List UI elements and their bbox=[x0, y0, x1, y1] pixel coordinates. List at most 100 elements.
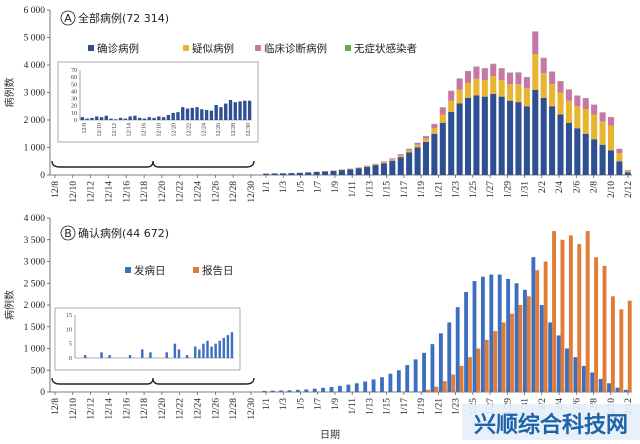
inset-frame bbox=[54, 307, 241, 371]
bar bbox=[506, 278, 511, 392]
inset-bar bbox=[226, 335, 230, 358]
bar-segment bbox=[263, 173, 270, 175]
bar-segment bbox=[549, 106, 556, 175]
inset-frame bbox=[57, 61, 259, 143]
bar bbox=[518, 305, 523, 392]
x-tick-label: 2/8 bbox=[590, 398, 600, 410]
x-tick-label: 12/16 bbox=[122, 181, 132, 203]
x-tick-label: 1/29 bbox=[503, 181, 513, 198]
x-tick-label: 1/19 bbox=[417, 398, 427, 415]
bar-segment bbox=[540, 58, 547, 74]
bar-segment bbox=[397, 157, 404, 175]
inset-bar bbox=[118, 117, 123, 120]
bar-segment bbox=[456, 103, 463, 175]
bar-segment bbox=[582, 133, 589, 175]
inset-bar bbox=[198, 349, 201, 358]
bar-segment bbox=[481, 68, 488, 81]
inset-bar bbox=[214, 105, 218, 120]
x-tick-label: 12/24 bbox=[194, 181, 204, 203]
bar-segment bbox=[607, 150, 615, 175]
inset-bar bbox=[149, 352, 152, 358]
x-tick-label: 1/1 bbox=[262, 398, 272, 410]
bar-segment bbox=[305, 172, 312, 175]
bar-segment bbox=[574, 128, 581, 175]
x-tick-label: 12/20 bbox=[158, 398, 168, 420]
x-tick-label: 1/13 bbox=[365, 181, 375, 198]
panel-title-group: B 确认病例(44 672) bbox=[60, 225, 169, 241]
bar-segment bbox=[557, 81, 564, 93]
y-axis-title: 病例数 bbox=[3, 78, 16, 108]
x-tick-label: 12/8 bbox=[51, 398, 61, 415]
bar bbox=[422, 352, 426, 392]
bar-segment bbox=[523, 106, 530, 175]
bar-segment bbox=[565, 89, 572, 101]
bar-segment bbox=[591, 139, 598, 175]
x-tick-label: 1/3 bbox=[279, 181, 289, 193]
inset-bar bbox=[238, 101, 242, 120]
bar bbox=[531, 257, 536, 392]
bar bbox=[442, 381, 447, 392]
inset-bar bbox=[161, 117, 166, 120]
inset-bar bbox=[209, 110, 214, 120]
bar bbox=[329, 386, 334, 392]
bar-segment bbox=[422, 136, 430, 139]
bar-segment bbox=[557, 92, 564, 115]
bar bbox=[577, 244, 582, 392]
x-tick-label: 1/5 bbox=[296, 181, 306, 193]
bar-segment bbox=[498, 68, 505, 81]
bar-segment bbox=[507, 84, 514, 101]
inset-y-tick: 20 bbox=[71, 104, 77, 110]
x-tick-label: 2/10 bbox=[607, 181, 617, 198]
bar-segment bbox=[406, 152, 413, 175]
bar bbox=[455, 307, 460, 392]
x-tick-label: 2/2 bbox=[538, 181, 548, 193]
panel-title-group: A 全部病例(72 314) bbox=[60, 10, 169, 26]
inset-bar bbox=[141, 349, 144, 358]
x-tick-label: 12/24 bbox=[194, 398, 204, 420]
inset-x-tick: 12/26 bbox=[216, 123, 222, 137]
bar-segment bbox=[515, 102, 522, 175]
inset-bar bbox=[108, 355, 111, 358]
legend-swatch bbox=[345, 45, 351, 51]
x-tick-label: 12/16 bbox=[122, 398, 132, 420]
bar bbox=[279, 390, 284, 392]
bar bbox=[468, 357, 472, 392]
x-tick-label: 1/23 bbox=[452, 398, 462, 415]
inset-bar bbox=[233, 102, 237, 120]
inset-bar bbox=[128, 355, 132, 358]
y-tick-label: 6 000 bbox=[24, 6, 46, 16]
inset-x-tick: 12/28 bbox=[231, 123, 237, 137]
bar-segment bbox=[414, 142, 421, 145]
inset-bar bbox=[177, 349, 181, 358]
x-tick-label: 1/23 bbox=[452, 181, 462, 198]
bar-segment bbox=[372, 163, 379, 165]
bar-segment bbox=[616, 161, 623, 175]
y-tick-label: 2 000 bbox=[24, 116, 46, 126]
bar-segment bbox=[355, 168, 362, 175]
legend-swatch bbox=[255, 45, 261, 51]
bar bbox=[493, 331, 498, 392]
bar bbox=[295, 389, 300, 392]
bar-segment bbox=[473, 66, 480, 79]
bar-segment bbox=[624, 170, 631, 171]
inset-bar bbox=[176, 112, 180, 120]
x-tick-label: 1/15 bbox=[383, 398, 393, 415]
x-tick-label: 1/17 bbox=[400, 398, 410, 415]
x-tick-label: 12/12 bbox=[87, 181, 97, 203]
bar-segment bbox=[296, 172, 303, 175]
x-tick-label: 1/17 bbox=[400, 181, 410, 198]
bar bbox=[371, 379, 376, 392]
bar bbox=[585, 231, 590, 392]
inset-bar bbox=[181, 107, 185, 120]
bar bbox=[510, 313, 514, 392]
bar-segment bbox=[565, 100, 572, 123]
bar bbox=[568, 235, 573, 392]
x-tick-label: 1/15 bbox=[383, 181, 393, 198]
y-tick-label: 3 000 bbox=[24, 258, 46, 268]
bar-segment bbox=[591, 114, 598, 140]
bar-segment bbox=[439, 107, 446, 115]
bar bbox=[548, 322, 553, 392]
inset-bar bbox=[228, 100, 233, 120]
inset-bar bbox=[128, 116, 132, 120]
